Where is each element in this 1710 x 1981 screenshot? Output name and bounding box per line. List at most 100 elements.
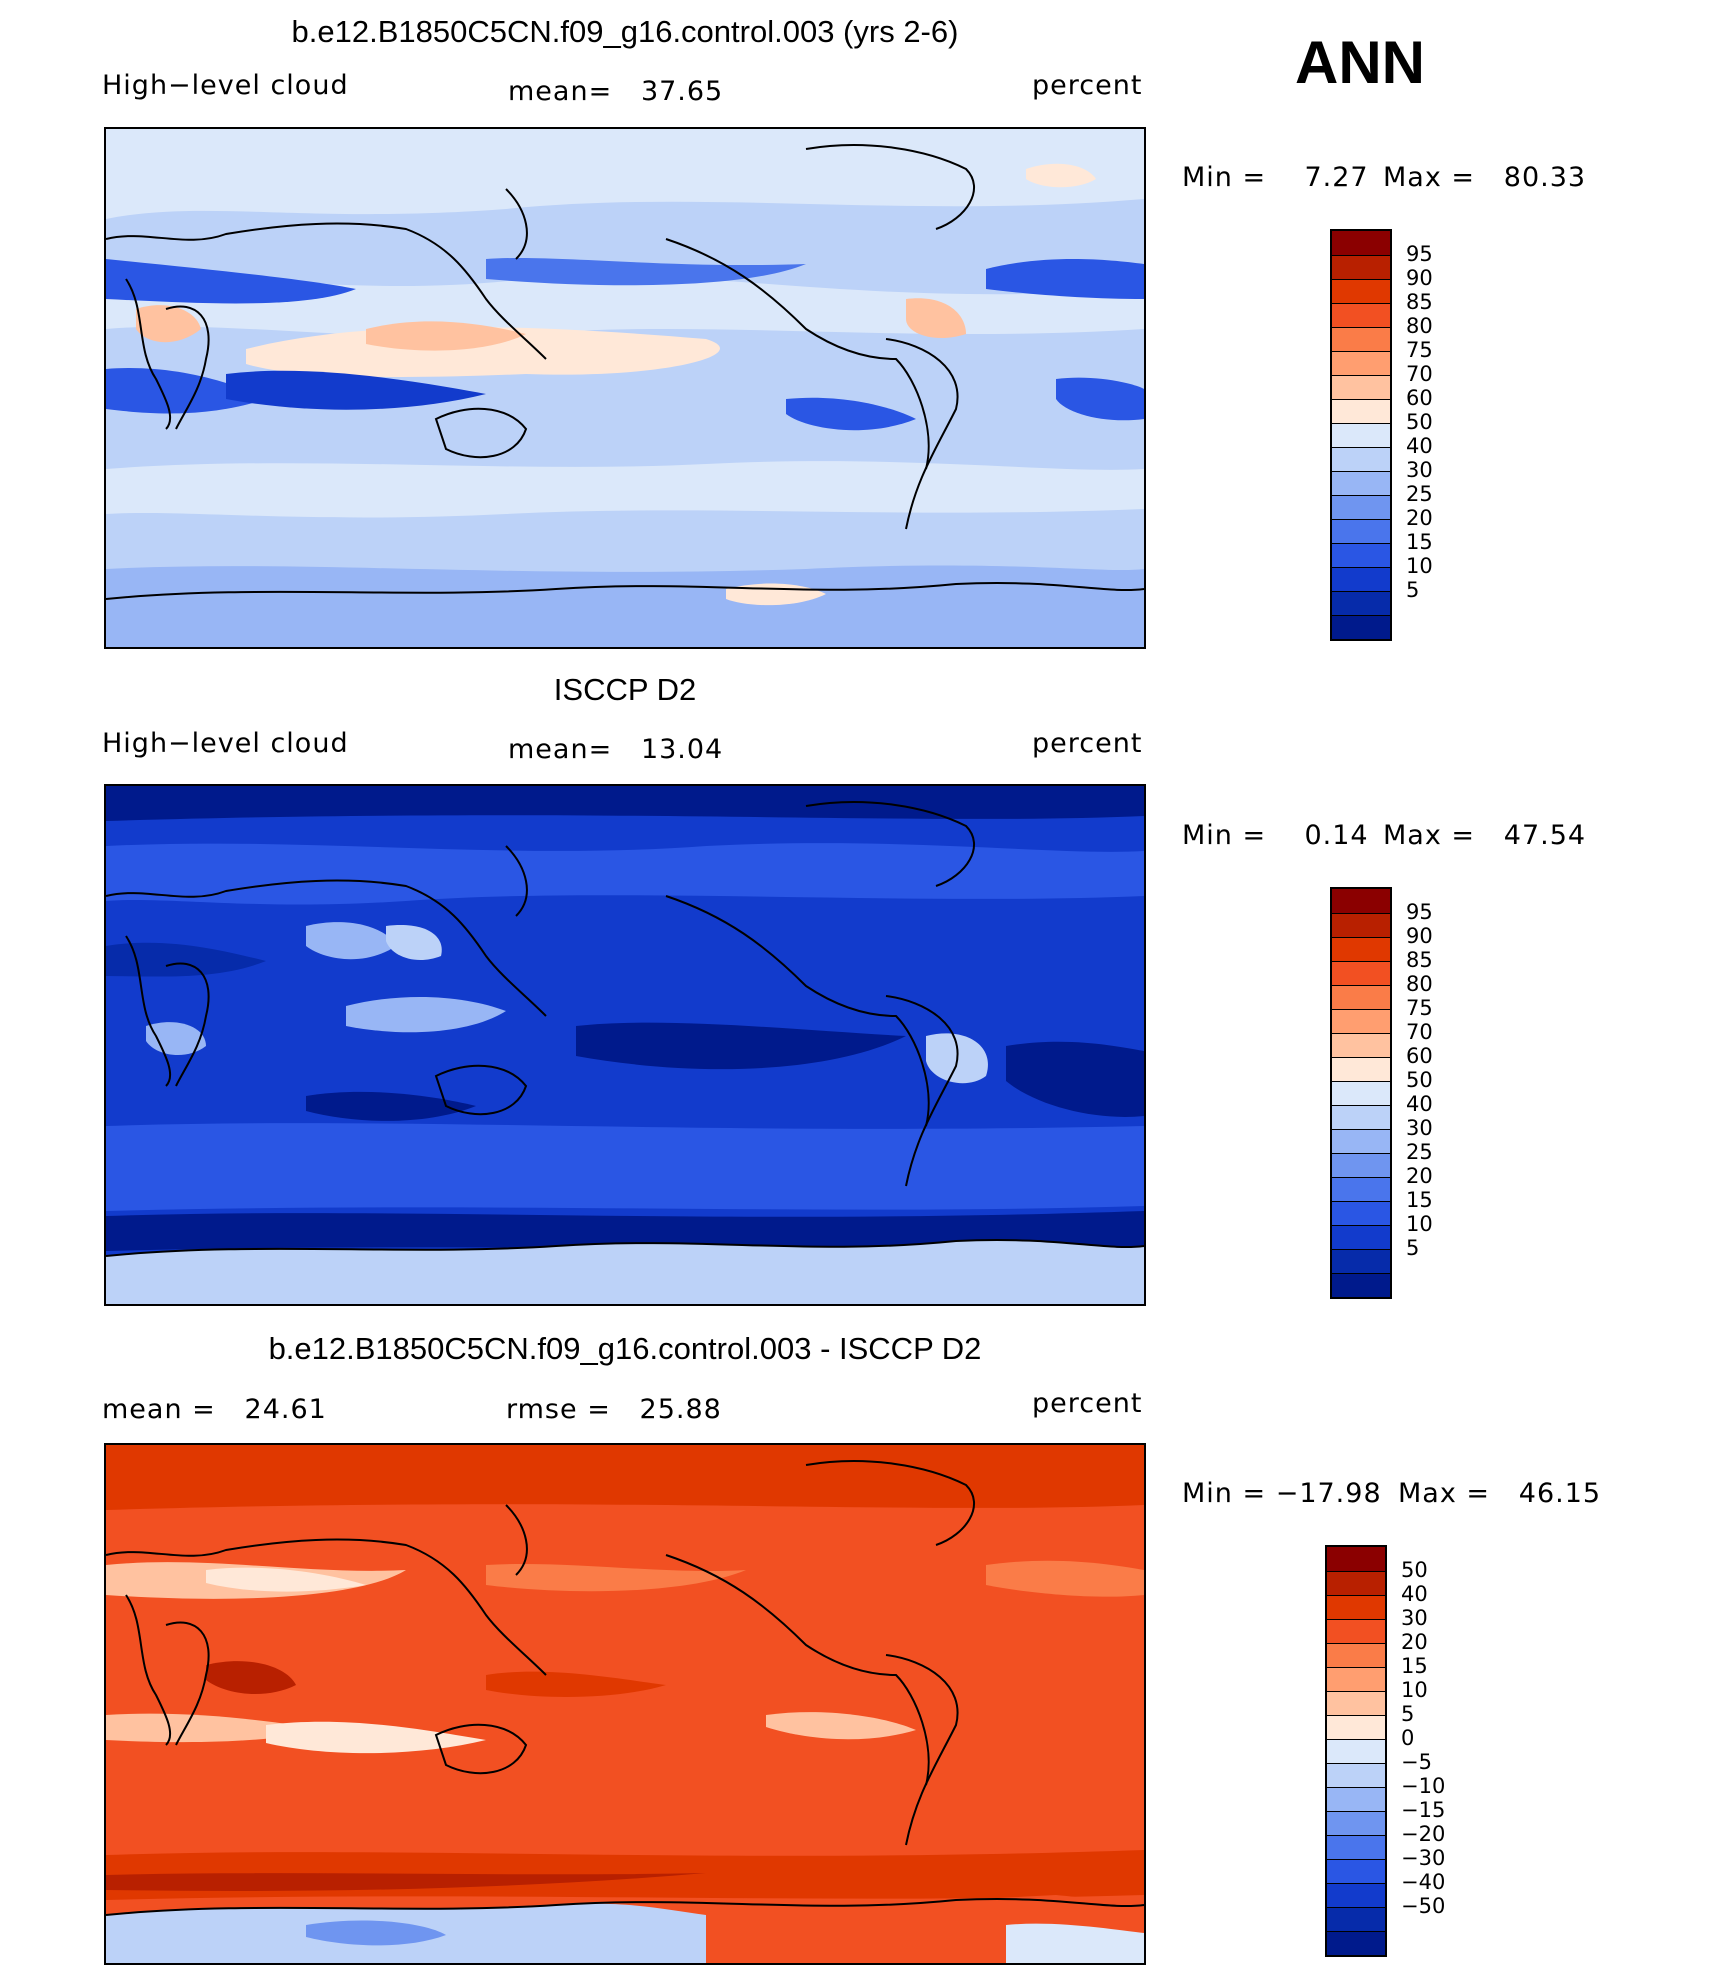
colorbar-tick-label: 70	[1406, 1020, 1433, 1044]
panel-3-contour-arctic	[106, 1445, 1144, 1510]
colorbar-swatch	[1327, 1547, 1385, 1571]
panel-3-contour-sstorm-core	[106, 1873, 706, 1892]
panel-1-contour-sepac-dry	[786, 397, 916, 431]
panel-1-contour-itcz	[246, 327, 720, 377]
colorbar-tick-label: 95	[1406, 900, 1433, 924]
colorbar-swatch	[1332, 567, 1390, 591]
colorbar-tick-label: 30	[1401, 1606, 1428, 1630]
colorbar-swatch	[1332, 1081, 1390, 1105]
colorbar-swatch	[1332, 1033, 1390, 1057]
panel-2-contour-china	[386, 925, 442, 961]
colorbar-tick-label: 15	[1406, 1188, 1433, 1212]
colorbar-tick-label: 50	[1406, 410, 1433, 434]
panel-3-contour-sahara-core	[206, 1567, 366, 1592]
colorbar-tick-label: 20	[1401, 1630, 1428, 1654]
colorbar-swatch	[1327, 1571, 1385, 1595]
colorbar-swatch	[1332, 447, 1390, 471]
colorbar-swatch	[1327, 1643, 1385, 1667]
panel-1-max: Max = 80.33	[1383, 162, 1587, 193]
colorbar-swatch	[1327, 1667, 1385, 1691]
colorbar-swatch	[1332, 913, 1390, 937]
panel-3-contour-wpac	[486, 1671, 666, 1697]
panel-3-min: Min = −17.98	[1182, 1478, 1382, 1509]
panel-2-max: Max = 47.54	[1383, 820, 1587, 851]
panel-3-colorbar	[1325, 1545, 1387, 1957]
colorbar-swatch	[1332, 985, 1390, 1009]
panel-1-title: b.e12.B1850C5CN.f09_g16.control.003 (yrs…	[291, 14, 959, 49]
colorbar-tick-label: −50	[1401, 1894, 1446, 1918]
panel-1-contour-amazon	[906, 298, 966, 339]
colorbar-tick-label: 20	[1406, 506, 1433, 530]
colorbar-swatch	[1327, 1907, 1385, 1931]
colorbar-tick-label: 25	[1406, 482, 1433, 506]
colorbar-swatch	[1332, 303, 1390, 327]
panel-1-min: Min = 7.27	[1182, 162, 1369, 193]
panel-2-units: percent	[1032, 728, 1143, 759]
colorbar-swatch	[1327, 1715, 1385, 1739]
colorbar-swatch	[1332, 1153, 1390, 1177]
colorbar-swatch	[1327, 1787, 1385, 1811]
colorbar-tick-label: −30	[1401, 1846, 1446, 1870]
panel-3-contour-africa-high	[206, 1661, 296, 1695]
colorbar-tick-label: 0	[1401, 1726, 1415, 1750]
colorbar-tick-label: 85	[1406, 948, 1433, 972]
colorbar-swatch	[1327, 1763, 1385, 1787]
colorbar-swatch	[1332, 1273, 1390, 1297]
panel-1-map-svg	[106, 129, 1144, 647]
panel-2-contour-tibet	[306, 922, 396, 960]
panel-3-contour-npac	[486, 1563, 746, 1592]
panel-2-contour-satl	[1006, 1041, 1144, 1117]
panel-2-contour-antarctic	[106, 1239, 1144, 1304]
colorbar-swatch	[1332, 231, 1390, 255]
colorbar-swatch	[1332, 591, 1390, 615]
panel-1-contour-africa	[136, 305, 201, 343]
panel-2-contour-arctic	[106, 786, 1144, 821]
panel-3-title: b.e12.B1850C5CN.f09_g16.control.003 - IS…	[268, 1331, 982, 1366]
panel-1-mean: mean= 37.65	[508, 76, 724, 107]
colorbar-tick-label: 90	[1406, 924, 1433, 948]
panel-3-contour-natl	[986, 1560, 1144, 1597]
colorbar-swatch	[1332, 519, 1390, 543]
colorbar-swatch	[1332, 1057, 1390, 1081]
panel-1-contour-aus-dry	[226, 370, 486, 410]
colorbar-swatch	[1332, 1009, 1390, 1033]
colorbar-swatch	[1332, 399, 1390, 423]
panel-1-contour-greenland	[1026, 163, 1096, 188]
colorbar-swatch	[1327, 1619, 1385, 1643]
colorbar-swatch	[1332, 1225, 1390, 1249]
panel-2-contour-sahara	[106, 942, 266, 977]
colorbar-swatch	[1332, 255, 1390, 279]
panel-1-units: percent	[1032, 70, 1143, 101]
panel-2-contour-warmpool	[346, 996, 506, 1033]
season-label: ANN	[1295, 29, 1425, 96]
colorbar-tick-label: 60	[1406, 1044, 1433, 1068]
colorbar-swatch	[1332, 423, 1390, 447]
colorbar-tick-label: −5	[1401, 1750, 1432, 1774]
colorbar-tick-label: 95	[1406, 242, 1433, 266]
panel-2-contour-nstorm	[106, 843, 1144, 905]
panel-2-contour-ant-edge	[106, 1211, 1144, 1251]
colorbar-swatch	[1332, 279, 1390, 303]
colorbar-tick-label: 85	[1406, 290, 1433, 314]
panel-2-mean: mean= 13.04	[508, 734, 724, 765]
colorbar-swatch	[1332, 543, 1390, 567]
colorbar-tick-label: 75	[1406, 338, 1433, 362]
colorbar-swatch	[1327, 1691, 1385, 1715]
panel-2-contour-sstorm	[106, 1123, 1144, 1211]
panel-1-variable-label: High−level cloud	[102, 70, 349, 101]
panel-3-mean: mean = 24.61	[102, 1394, 327, 1425]
panel-3-contour-aus	[266, 1721, 486, 1754]
colorbar-tick-label: 5	[1401, 1702, 1415, 1726]
colorbar-tick-label: −40	[1401, 1870, 1446, 1894]
colorbar-tick-label: 75	[1406, 996, 1433, 1020]
colorbar-tick-label: 25	[1406, 1140, 1433, 1164]
colorbar-tick-label: 40	[1401, 1582, 1428, 1606]
colorbar-swatch	[1327, 1811, 1385, 1835]
colorbar-tick-label: 5	[1406, 578, 1420, 602]
panel-1-contour-natl-dry	[986, 259, 1144, 299]
colorbar-swatch	[1332, 327, 1390, 351]
colorbar-tick-label: 40	[1406, 1092, 1433, 1116]
colorbar-tick-label: 30	[1406, 1116, 1433, 1140]
panel-1-contour-storm-s	[106, 461, 1144, 518]
panel-3-contour-antarctic-edge	[1006, 1923, 1144, 1963]
